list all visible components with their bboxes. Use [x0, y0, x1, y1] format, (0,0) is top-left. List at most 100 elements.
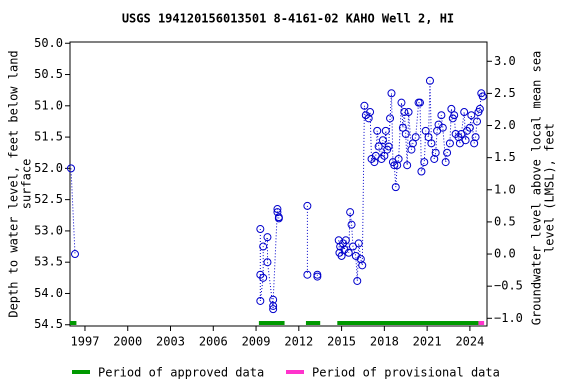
data-point — [390, 161, 399, 170]
y2-tick-label: 1.0 — [494, 182, 516, 196]
data-point — [461, 136, 470, 145]
y-tick-label: 50.0 — [34, 36, 63, 50]
y-tick-label: 54.0 — [34, 286, 63, 300]
y2-tick-label: 1.5 — [494, 150, 516, 164]
data-point — [273, 205, 282, 214]
data-point — [393, 161, 402, 170]
data-point — [404, 108, 413, 117]
y2-tick-label: 2.0 — [494, 118, 516, 132]
data-point — [441, 158, 450, 167]
data-point — [391, 183, 400, 192]
data-point — [437, 111, 446, 120]
data-point — [373, 126, 382, 135]
plot-frame — [69, 41, 488, 327]
y2-axis-label: level (LMSL), feet — [543, 123, 557, 253]
data-point — [303, 201, 312, 210]
data-point — [427, 139, 436, 148]
legend-label: Period of provisional data — [312, 366, 500, 380]
data-point — [394, 154, 403, 163]
y-tick-label: 50.5 — [34, 67, 63, 81]
data-point — [259, 242, 268, 251]
data-point — [256, 296, 265, 305]
data-point — [344, 248, 353, 257]
y-tick-label: 51.5 — [34, 130, 63, 144]
data-point — [407, 145, 416, 154]
data-point — [478, 92, 487, 101]
data-point — [263, 258, 272, 267]
data-point — [366, 108, 375, 117]
data-point — [417, 167, 426, 176]
data-point — [431, 148, 440, 157]
data-point — [445, 139, 454, 148]
chart-title: USGS 194120156013501 8-4161-02 KAHO Well… — [122, 12, 454, 26]
data-point — [386, 114, 395, 123]
data-point — [256, 225, 265, 234]
y2-tick-label: −0.5 — [494, 279, 523, 293]
data-point — [381, 126, 390, 135]
data-point — [66, 164, 75, 173]
period-bar — [478, 321, 485, 325]
data-point — [403, 161, 412, 170]
data-point — [356, 255, 365, 264]
data-point — [360, 101, 369, 110]
data-point — [269, 301, 278, 310]
y-axis-label: surface — [20, 159, 34, 210]
data-point — [415, 98, 424, 107]
data-point — [475, 104, 484, 113]
data-point — [473, 117, 482, 126]
x-tick-label: 2024 — [455, 335, 484, 349]
data-point — [420, 158, 429, 167]
y-tick-label: 53.0 — [34, 223, 63, 237]
data-point — [387, 89, 396, 98]
data-point — [303, 270, 312, 279]
y2-axis-label: Groundwater level above local mean sea — [530, 51, 544, 326]
data-point — [273, 208, 282, 217]
data-point — [397, 98, 406, 107]
data-point — [401, 129, 410, 138]
y-tick-label: 52.0 — [34, 161, 63, 175]
y-tick-label: 52.5 — [34, 192, 63, 206]
data-point — [353, 276, 362, 285]
data-point — [430, 154, 439, 163]
period-bar — [337, 321, 479, 325]
y2-tick-label: 2.5 — [494, 86, 516, 100]
data-point — [313, 272, 322, 281]
data-point — [470, 139, 479, 148]
data-point — [269, 295, 278, 304]
data-point — [358, 261, 367, 270]
data-point — [354, 239, 363, 248]
data-point — [364, 114, 373, 123]
data-point — [400, 108, 409, 117]
period-bar — [70, 321, 77, 325]
data-point — [465, 123, 474, 132]
x-tick-label: 2018 — [370, 335, 399, 349]
x-tick-label: 2006 — [199, 335, 228, 349]
y-tick-label: 53.5 — [34, 255, 63, 269]
x-tick-label: 2021 — [413, 335, 442, 349]
x-tick-label: 1997 — [71, 335, 100, 349]
data-point — [460, 108, 469, 117]
data-point — [378, 136, 387, 145]
data-point — [438, 123, 447, 132]
x-tick-label: 2003 — [156, 335, 185, 349]
x-tick-label: 2000 — [113, 335, 142, 349]
series-line — [70, 80, 484, 310]
data-point — [269, 305, 278, 314]
data-point — [384, 142, 393, 151]
y2-tick-label: 0.0 — [494, 247, 516, 261]
data-point — [263, 233, 272, 242]
y-axis-label: Depth to water level, feet below land — [7, 50, 21, 317]
y-tick-label: 54.5 — [34, 317, 63, 331]
data-point — [347, 220, 356, 229]
data-point — [346, 208, 355, 217]
data-point — [471, 133, 480, 142]
data-point — [443, 148, 452, 157]
data-point — [274, 213, 283, 222]
data-point — [467, 111, 476, 120]
y2-tick-label: 0.5 — [494, 214, 516, 228]
y2-tick-label: −1.0 — [494, 311, 523, 325]
data-point — [374, 142, 383, 151]
period-bar — [305, 321, 321, 325]
data-point — [341, 236, 350, 245]
